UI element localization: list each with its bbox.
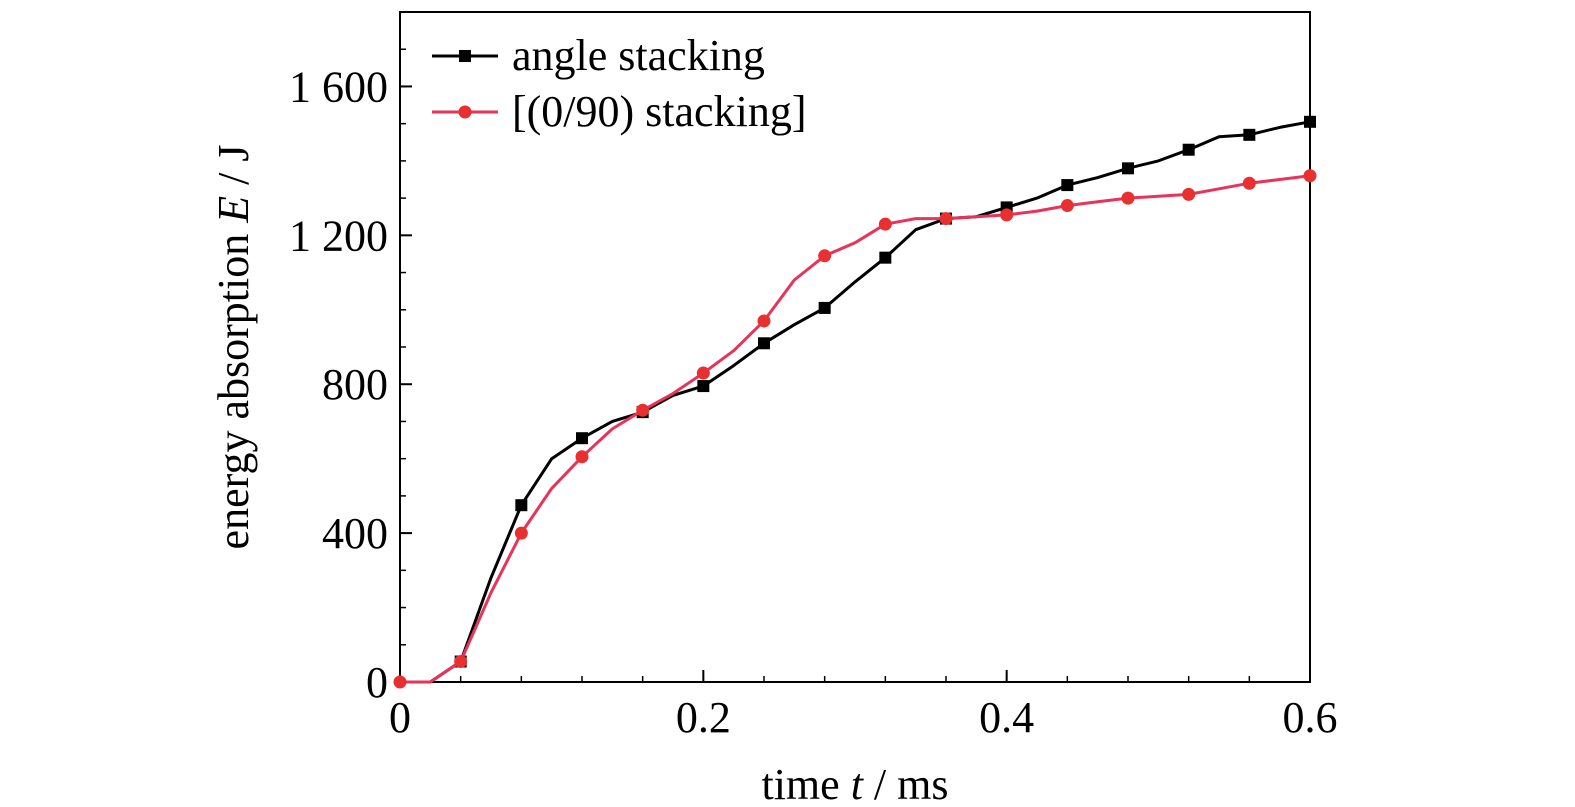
data-point xyxy=(878,217,892,231)
series-line xyxy=(400,174,1311,684)
y-tick-label: 1 200 xyxy=(289,211,388,260)
y-axis-label: energy absorption E / J xyxy=(209,145,258,550)
x-tick-label: 0.2 xyxy=(676,693,731,742)
series-1 xyxy=(400,115,1316,684)
data-point xyxy=(1182,187,1196,201)
data-point xyxy=(576,432,588,445)
data-point xyxy=(1060,199,1074,213)
x-tick-label: 0 xyxy=(389,693,411,742)
data-point xyxy=(696,366,710,380)
axis-ticks: 0 0.2 0.4 0.6 0 400 800 1 200 1 600 xyxy=(289,11,1338,742)
legend-marker xyxy=(459,50,471,62)
data-point xyxy=(393,675,407,689)
legend-marker xyxy=(458,105,472,119)
data-point xyxy=(1000,208,1014,222)
data-point xyxy=(1061,179,1074,192)
legend-item: angle stacking xyxy=(432,31,765,80)
x-tick-label: 0.6 xyxy=(1283,693,1338,742)
y-tick-label: 0 xyxy=(366,658,388,707)
data-point xyxy=(515,499,528,512)
data-point xyxy=(818,301,831,314)
x-tick-label: 0.4 xyxy=(979,693,1034,742)
data-point xyxy=(818,249,832,263)
x-axis-label: time t / ms xyxy=(761,760,948,807)
y-tick-label: 400 xyxy=(322,509,388,558)
data-point xyxy=(1182,143,1195,156)
data-point xyxy=(1242,176,1256,190)
y-tick-label: 1 600 xyxy=(289,62,388,111)
data-point xyxy=(514,526,528,540)
legend-label: angle stacking xyxy=(512,31,765,80)
data-point xyxy=(1304,115,1316,128)
series-2 xyxy=(393,169,1317,689)
series-line xyxy=(400,120,1311,684)
data-point xyxy=(1121,191,1135,205)
data-point xyxy=(454,655,468,669)
legend-item: [(0/90) stacking] xyxy=(432,87,806,136)
data-point xyxy=(1243,128,1256,141)
data-point xyxy=(939,212,953,226)
legend-label: [(0/90) stacking] xyxy=(512,87,806,136)
legend: angle stacking [(0/90) stacking] xyxy=(432,31,806,136)
data-point xyxy=(575,450,589,464)
data-point xyxy=(758,337,770,350)
data-point xyxy=(697,380,710,393)
y-tick-label: 800 xyxy=(322,360,388,409)
data-point xyxy=(757,314,771,328)
series-layer xyxy=(393,115,1317,689)
data-point xyxy=(636,403,650,417)
data-point xyxy=(1303,169,1317,183)
data-point xyxy=(879,251,892,264)
data-point xyxy=(1122,162,1134,175)
